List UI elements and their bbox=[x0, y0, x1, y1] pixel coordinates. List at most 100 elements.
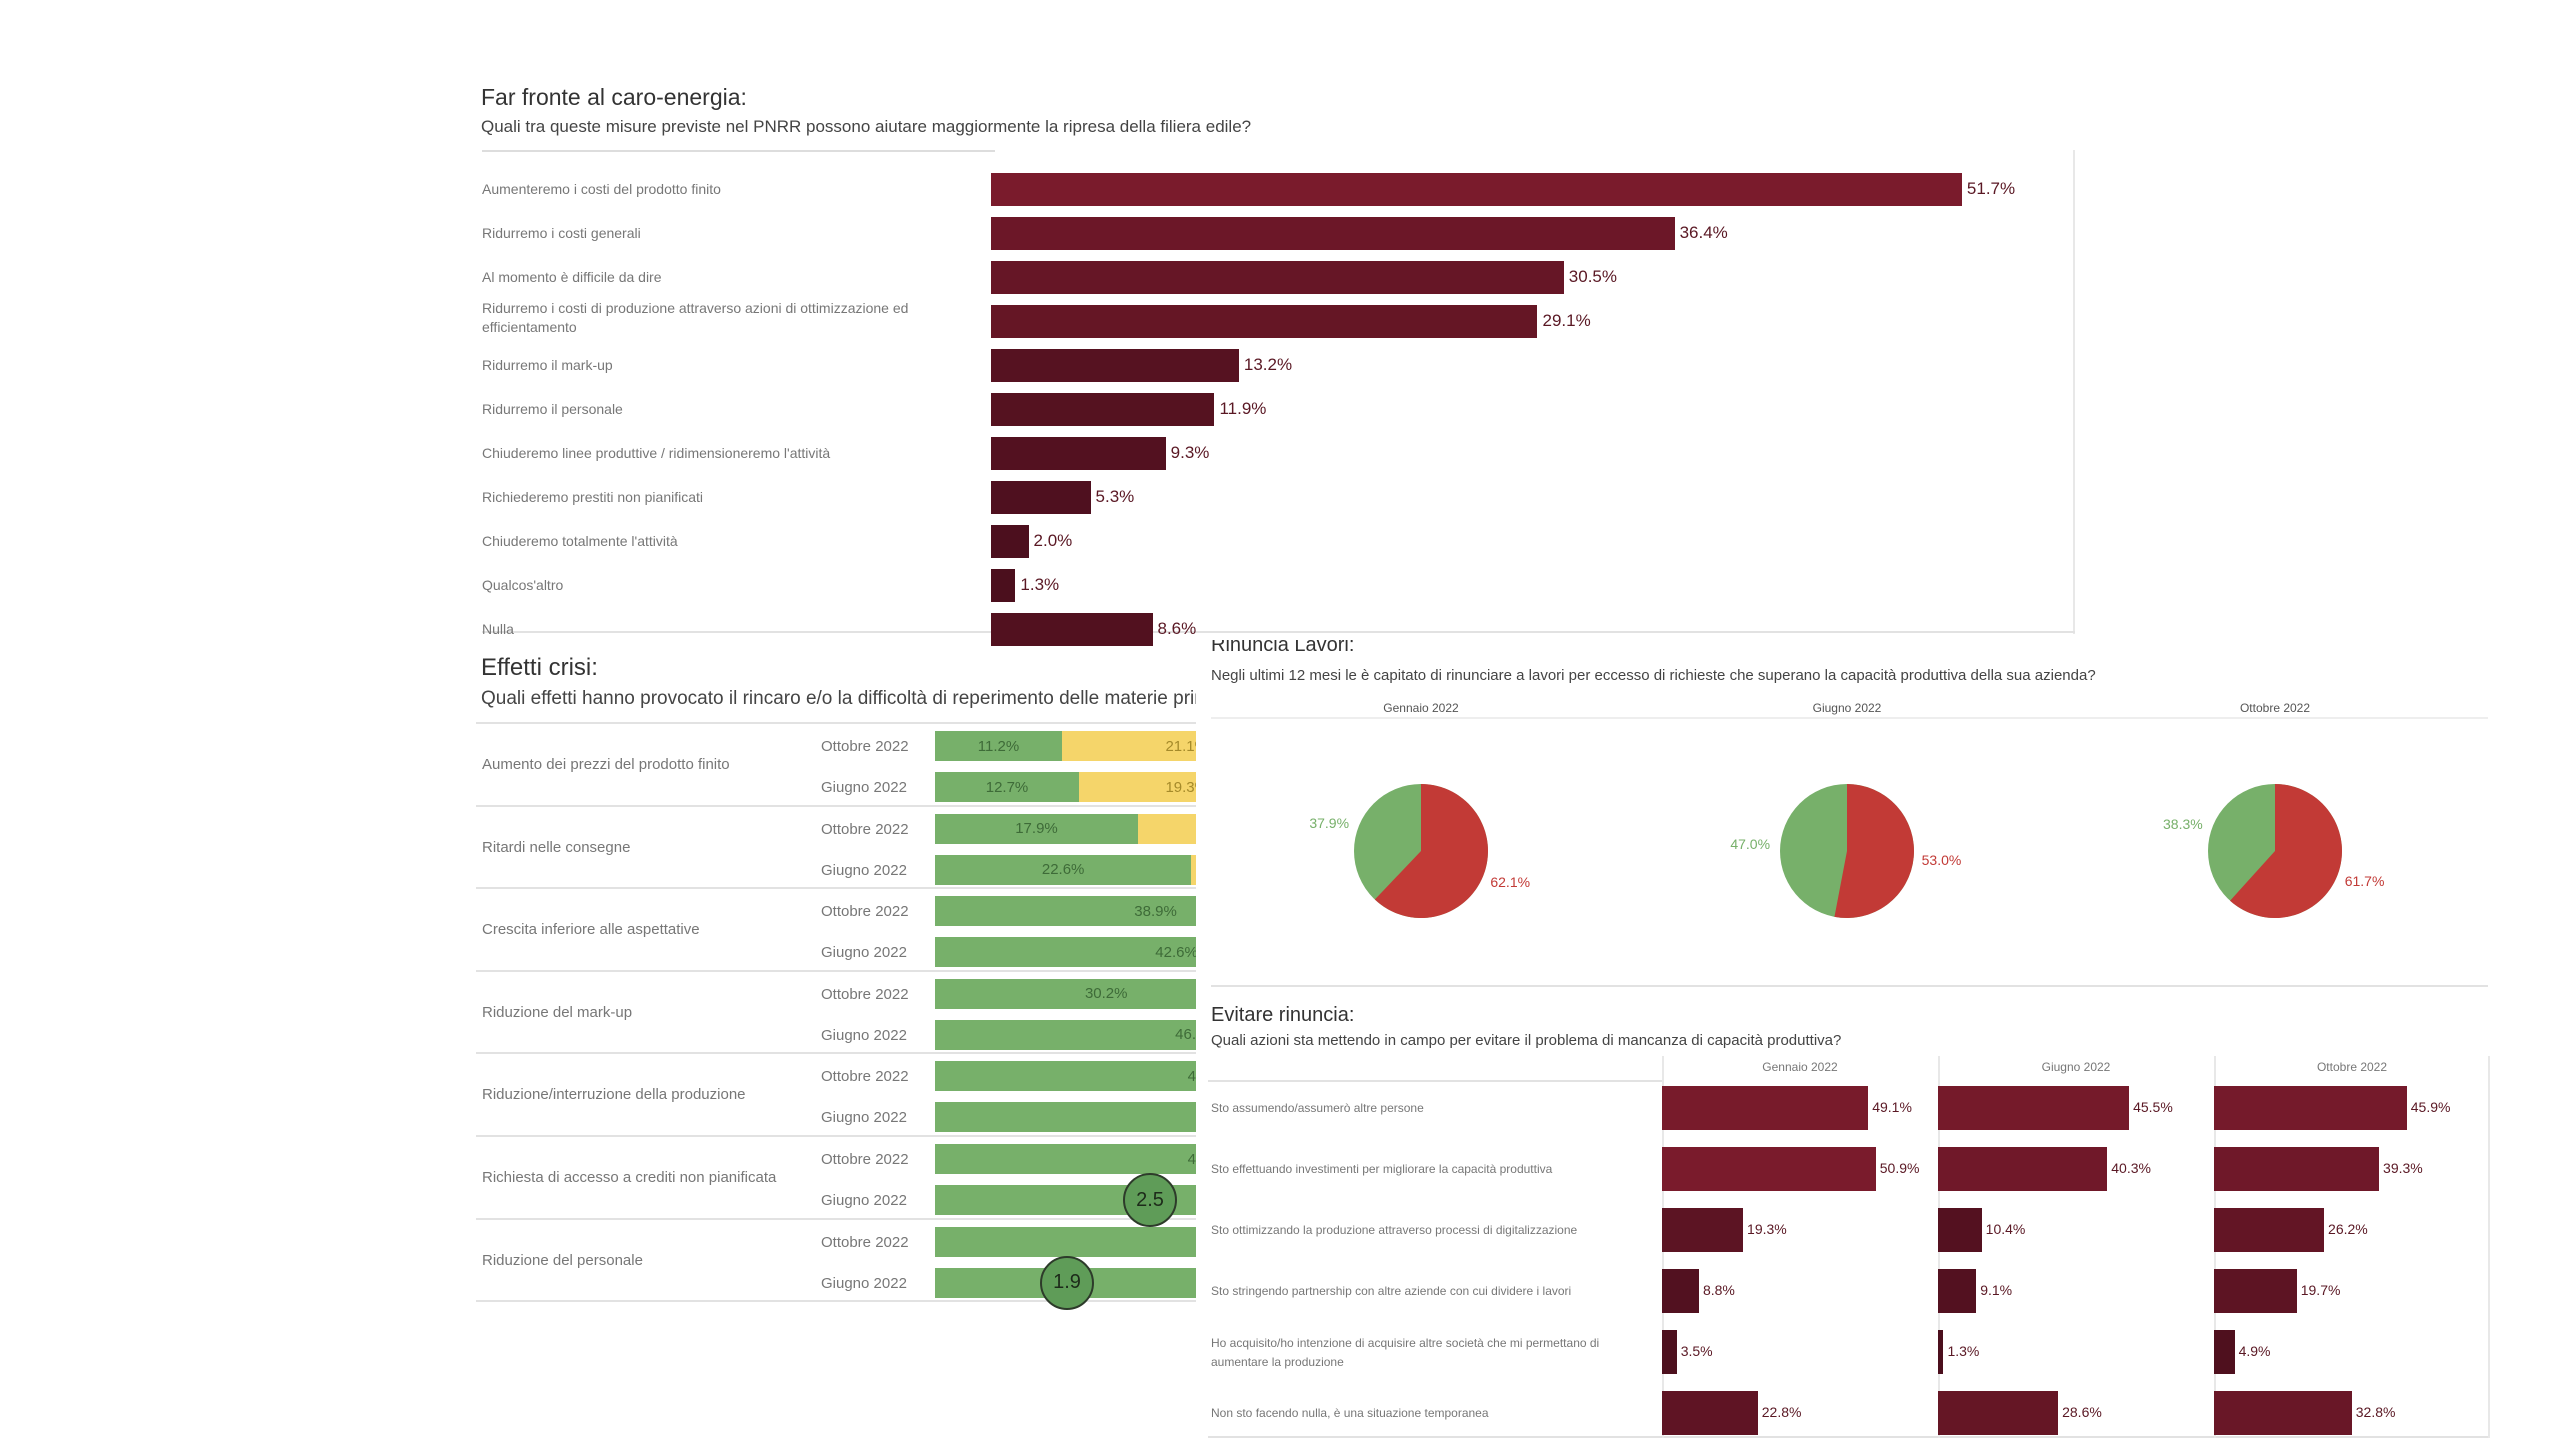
stacked-bar[interactable]: 42.6% bbox=[935, 937, 1196, 968]
bar[interactable] bbox=[2214, 1330, 2235, 1374]
caro-chart: Aumenteremo i costi del prodotto finito 5… bbox=[476, 150, 2076, 646]
bar[interactable] bbox=[991, 305, 1538, 338]
pie-slice-red[interactable] bbox=[1374, 784, 1488, 918]
bar[interactable] bbox=[991, 569, 1016, 602]
yellow-value-label: 19.3% bbox=[1165, 778, 1196, 796]
bar[interactable] bbox=[1662, 1147, 1876, 1191]
bar[interactable] bbox=[991, 261, 1564, 294]
period-label: Gennaio 2022 bbox=[1383, 701, 1459, 715]
period-label: Giugno 2022 bbox=[821, 1274, 907, 1292]
green-segment[interactable] bbox=[935, 813, 1138, 844]
bar[interactable] bbox=[1938, 1391, 2059, 1435]
green-value-label: 11.2% bbox=[977, 737, 1020, 755]
value-label: 45.5% bbox=[2133, 1099, 2173, 1115]
bar[interactable] bbox=[2214, 1147, 2380, 1191]
stacked-bar[interactable]: 22.6% bbox=[935, 854, 1196, 885]
green-segment[interactable] bbox=[935, 896, 1196, 927]
value-label: 13.2% bbox=[1243, 355, 1293, 374]
bar[interactable] bbox=[991, 217, 1675, 250]
green-segment[interactable] bbox=[935, 1019, 1196, 1050]
bar[interactable] bbox=[1938, 1208, 1982, 1252]
bar[interactable] bbox=[2214, 1391, 2352, 1435]
divider bbox=[476, 887, 1196, 890]
value-label: 26.2% bbox=[2328, 1221, 2368, 1237]
bar[interactable] bbox=[991, 525, 1029, 558]
divider bbox=[476, 969, 1196, 972]
category-label: Richiesta di accesso a crediti non piani… bbox=[482, 1169, 777, 1186]
value-label: 9.3% bbox=[1170, 443, 1210, 462]
period-label: Ottobre 2022 bbox=[2239, 701, 2311, 715]
bar[interactable] bbox=[1938, 1330, 1944, 1374]
divider bbox=[476, 722, 1196, 724]
value-label: 19.7% bbox=[2300, 1282, 2341, 1298]
bar[interactable] bbox=[991, 481, 1091, 514]
green-value-label: 47.0% bbox=[1730, 835, 1771, 852]
green-segment[interactable] bbox=[935, 731, 1062, 761]
bar[interactable] bbox=[1662, 1086, 1869, 1130]
bar[interactable] bbox=[1662, 1391, 1758, 1435]
green-segment[interactable] bbox=[935, 1226, 1196, 1257]
red-value-label: 53.0% bbox=[1921, 852, 1962, 869]
marker-circle[interactable]: 1.9 bbox=[1040, 1255, 1094, 1310]
effetti-chart: Aumento dei prezzi del prodotto finito Ot… bbox=[476, 722, 1196, 1310]
stacked-bar[interactable]: 38.9% bbox=[935, 896, 1196, 927]
bar[interactable] bbox=[2214, 1208, 2325, 1252]
value-label: 3.5% bbox=[1680, 1343, 1713, 1359]
marker-circle[interactable]: 2.5 bbox=[1123, 1173, 1177, 1227]
evitare-chart: Gennaio 2022 Giugno 2022 Ottobre 2022 Sto a… bbox=[1208, 1056, 2490, 1440]
pie-slice-red[interactable] bbox=[2230, 784, 2342, 918]
value-label: 4.9% bbox=[2238, 1343, 2271, 1359]
stacked-bar[interactable]: 4 bbox=[935, 1144, 1196, 1174]
period-label: Ottobre 2022 bbox=[821, 738, 909, 755]
period-label: Giugno 2022 bbox=[821, 779, 907, 796]
evitare-subtitle: Quali azioni sta mettendo in campo per e… bbox=[1211, 1032, 1842, 1049]
bar[interactable] bbox=[991, 173, 1962, 206]
green-segment[interactable] bbox=[935, 854, 1192, 885]
value-label: 9.1% bbox=[1980, 1282, 2013, 1298]
green-segment[interactable] bbox=[935, 772, 1080, 802]
pie-slice-red[interactable] bbox=[1834, 784, 1914, 918]
bar[interactable] bbox=[1938, 1269, 1977, 1313]
value-label: 28.6% bbox=[2062, 1404, 2102, 1420]
stacked-bar[interactable]: 46. bbox=[935, 1019, 1196, 1050]
bar[interactable] bbox=[1938, 1086, 2130, 1130]
stacked-bar[interactable] bbox=[935, 1102, 1196, 1133]
bar[interactable] bbox=[2214, 1269, 2297, 1313]
bar[interactable] bbox=[2214, 1086, 2407, 1130]
period-label: Ottobre 2022 bbox=[821, 1233, 909, 1251]
green-segment[interactable] bbox=[935, 1102, 1196, 1133]
bar[interactable] bbox=[991, 393, 1215, 426]
period-label: Ottobre 2022 bbox=[821, 903, 909, 921]
bar[interactable] bbox=[1662, 1208, 1744, 1252]
bar[interactable] bbox=[1938, 1147, 2108, 1191]
stacked-bar[interactable]: 30.2% bbox=[935, 978, 1196, 1009]
stacked-bar[interactable]: 12.7% 19.3% bbox=[935, 772, 1196, 802]
value-label: 1.3% bbox=[1020, 575, 1060, 594]
green-segment[interactable] bbox=[935, 937, 1196, 968]
green-segment[interactable] bbox=[935, 1144, 1196, 1174]
stacked-bar[interactable]: 11.2% 21.1% bbox=[935, 731, 1196, 761]
value-label: 40.3% bbox=[2111, 1160, 2151, 1176]
period-label: Ottobre 2022 bbox=[821, 1151, 909, 1168]
category-label: Non sto facendo nulla, è una situazione … bbox=[1211, 1406, 1489, 1420]
value-label: 8.8% bbox=[1702, 1282, 1735, 1298]
stacked-bar[interactable]: 4 bbox=[935, 1061, 1196, 1092]
bar[interactable] bbox=[991, 613, 1153, 646]
value-label: 29.1% bbox=[1542, 311, 1591, 330]
green-segment[interactable] bbox=[935, 1061, 1196, 1092]
bar[interactable] bbox=[1662, 1269, 1699, 1313]
category-label: Chiuderemo totalmente l'attività bbox=[482, 533, 678, 549]
bar[interactable] bbox=[991, 349, 1239, 382]
stacked-bar[interactable] bbox=[935, 1226, 1196, 1257]
value-label: 36.4% bbox=[1679, 223, 1728, 242]
stacked-bar[interactable]: 17.9% bbox=[935, 813, 1196, 844]
green-value-label: 38.9% bbox=[1134, 902, 1177, 920]
value-label: 2.0% bbox=[1033, 531, 1073, 550]
green-segment[interactable] bbox=[935, 978, 1196, 1009]
category-label: Al momento è difficile da dire bbox=[482, 269, 662, 285]
rinuncia-chart: Gennaio 2022 62.1% 37.9% Giugno 2022 53.0% 47… bbox=[1211, 695, 2488, 990]
period-header: Gennaio 2022 bbox=[1762, 1060, 1838, 1074]
bar[interactable] bbox=[991, 437, 1166, 470]
category-label: Riduzione del mark-up bbox=[482, 1003, 633, 1021]
bar[interactable] bbox=[1662, 1330, 1677, 1374]
